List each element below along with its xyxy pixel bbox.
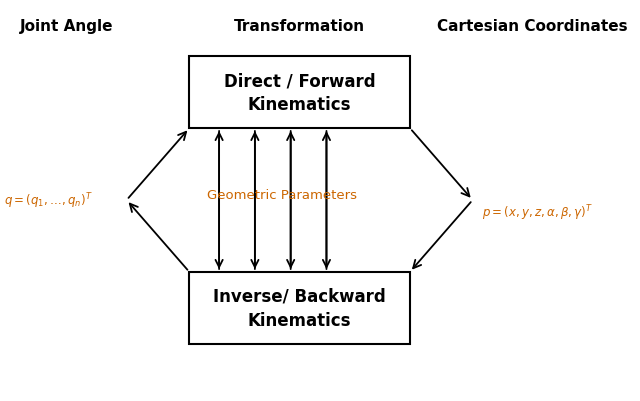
Bar <box>189 57 410 129</box>
Text: Transformation: Transformation <box>234 19 365 34</box>
Text: Inverse/ Backward
Kinematics: Inverse/ Backward Kinematics <box>213 287 386 329</box>
Text: $p = (x, y, z, \alpha, \beta, \gamma)^T$: $p = (x, y, z, \alpha, \beta, \gamma)^T$ <box>481 203 593 222</box>
Text: Geometric Parameters: Geometric Parameters <box>207 188 356 201</box>
Bar <box>189 272 410 344</box>
Text: Cartesian Coordinates: Cartesian Coordinates <box>437 19 628 34</box>
Text: $q = (q_1,\ldots,q_n)^T$: $q = (q_1,\ldots,q_n)^T$ <box>4 191 93 210</box>
Text: Direct / Forward
Kinematics: Direct / Forward Kinematics <box>224 72 376 114</box>
Text: Joint Angle: Joint Angle <box>20 19 114 34</box>
